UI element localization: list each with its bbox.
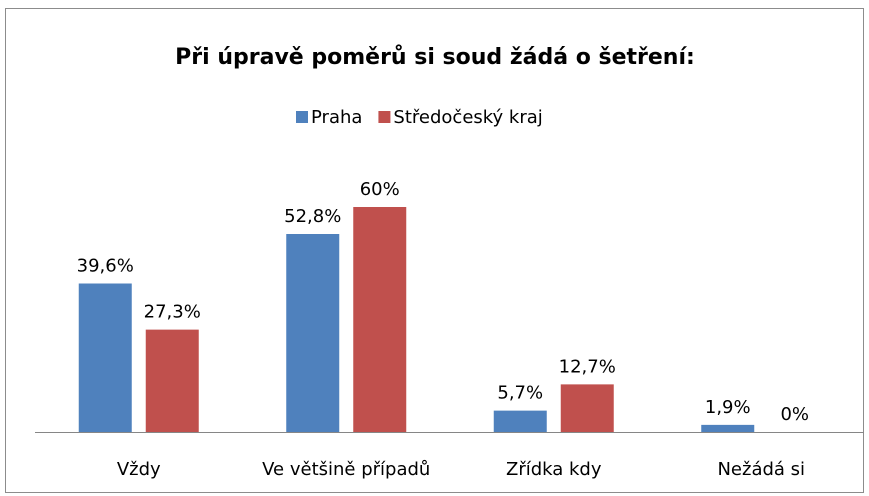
value-label: 0%: [780, 404, 809, 425]
value-label: 1,9%: [705, 397, 751, 418]
value-label: 52,8%: [284, 206, 341, 227]
legend-label: Středočeský kraj: [393, 107, 542, 128]
x-tick-label: Vždy: [117, 459, 161, 480]
bar: [353, 207, 407, 432]
x-tick-label: Nežádá si: [717, 459, 805, 480]
chart-title: Při úpravě poměrů si soud žádá o šetření…: [175, 45, 695, 70]
chart-frame: [5, 8, 864, 493]
value-label: 27,3%: [144, 302, 201, 323]
x-tick-label: Ve většině případů: [262, 459, 430, 480]
value-label: 39,6%: [77, 256, 134, 277]
legend-label: Praha: [311, 107, 362, 128]
bar: [493, 410, 547, 432]
value-label: 5,7%: [497, 383, 543, 404]
value-label: 12,7%: [559, 356, 616, 377]
bar: [78, 283, 132, 432]
x-tick-label: Zřídka kdy: [506, 459, 602, 480]
legend-swatch: [378, 111, 391, 123]
bar: [286, 234, 340, 432]
legend-swatch: [296, 111, 308, 123]
bar: [145, 329, 199, 432]
value-label: 60%: [360, 179, 400, 200]
bar: [560, 384, 614, 432]
bar: [701, 424, 755, 432]
